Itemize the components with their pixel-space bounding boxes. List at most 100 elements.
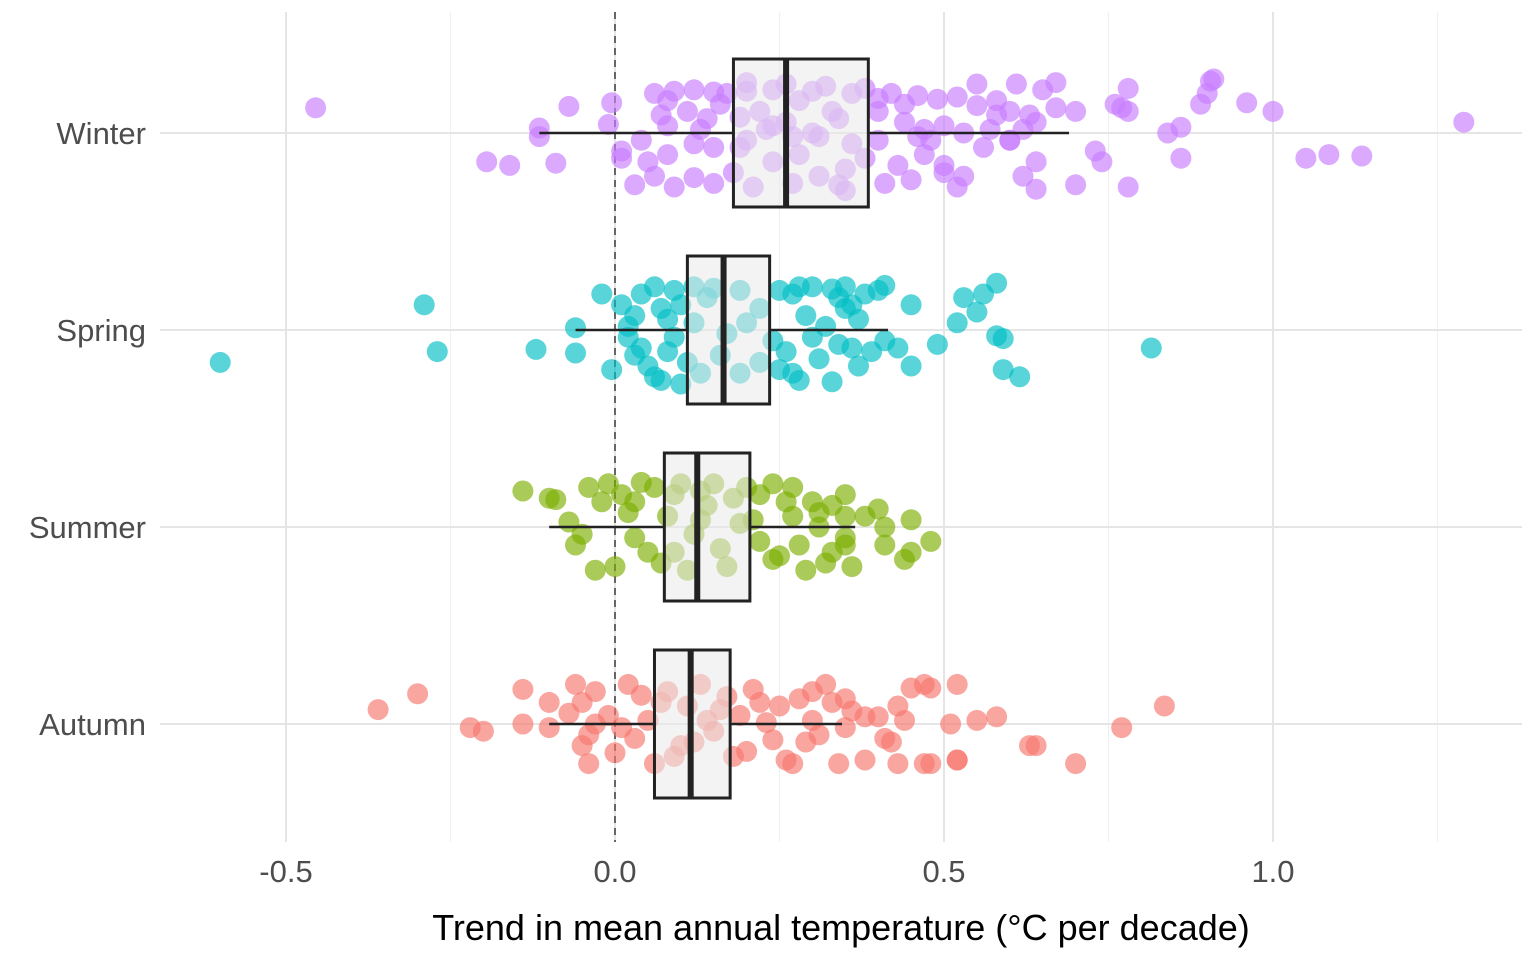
winter-data-point bbox=[1045, 97, 1067, 119]
autumn-data-point bbox=[742, 678, 764, 700]
summer-data-point bbox=[644, 476, 665, 498]
y-tick-labels: Winter Spring Summer Autumn bbox=[29, 116, 146, 742]
spring-data-point bbox=[1009, 366, 1031, 388]
summer-data-point bbox=[834, 505, 856, 527]
winter-data-point bbox=[946, 86, 968, 108]
autumn-data-point bbox=[584, 681, 606, 703]
winter-data-point bbox=[999, 100, 1021, 122]
spring-data-point bbox=[821, 371, 843, 393]
winter-data-point bbox=[1045, 72, 1067, 94]
spring-data-point bbox=[565, 342, 586, 364]
summer-data-point bbox=[782, 505, 804, 527]
spring-data-point bbox=[657, 308, 679, 330]
summer-data-point bbox=[782, 476, 804, 498]
spring-data-point bbox=[601, 359, 623, 381]
summer-data-point bbox=[591, 491, 613, 513]
autumn-data-point bbox=[1111, 717, 1133, 739]
autumn-data-point bbox=[801, 681, 823, 703]
winter-data-point bbox=[676, 100, 698, 122]
winter-data-point bbox=[1170, 116, 1192, 138]
summer-data-point bbox=[545, 489, 567, 511]
autumn-data-point bbox=[880, 731, 902, 753]
autumn-boxplot bbox=[549, 648, 843, 800]
autumn-data-point bbox=[762, 729, 784, 751]
winter-data-point bbox=[637, 151, 659, 173]
jitter-points-layer bbox=[209, 68, 1475, 775]
autumn-data-point bbox=[1153, 695, 1175, 717]
autumn-data-point bbox=[986, 706, 1008, 728]
autumn-data-point bbox=[920, 677, 942, 699]
spring-data-point bbox=[874, 274, 896, 296]
winter-data-point bbox=[966, 73, 988, 95]
spring-data-point bbox=[769, 359, 790, 381]
winter-data-point bbox=[1295, 147, 1317, 169]
autumn-data-point bbox=[940, 713, 962, 735]
summer-data-point bbox=[834, 484, 856, 506]
summer-data-point bbox=[584, 559, 606, 581]
boxplot-layer bbox=[539, 57, 1070, 800]
spring-data-point bbox=[775, 341, 797, 363]
summer-data-point bbox=[749, 530, 771, 552]
winter-data-point bbox=[545, 152, 567, 174]
spring-boxplot bbox=[575, 254, 889, 406]
autumn-data-point bbox=[512, 713, 534, 735]
spring-iqr-box bbox=[685, 254, 772, 406]
x-tick-labels: -0.5 0.0 0.5 1.0 bbox=[259, 854, 1294, 889]
x-tick-label: 0.0 bbox=[593, 854, 636, 889]
autumn-data-point bbox=[782, 753, 804, 775]
winter-data-point bbox=[703, 136, 725, 158]
autumn-data-point bbox=[1065, 753, 1087, 775]
winter-data-point bbox=[874, 172, 896, 194]
winter-data-point bbox=[966, 95, 988, 117]
spring-data-point bbox=[624, 344, 646, 366]
summer-data-point bbox=[900, 541, 922, 563]
spring-data-point bbox=[986, 272, 1008, 294]
spring-data-point bbox=[834, 276, 856, 298]
summer-data-point bbox=[788, 534, 810, 556]
summer-data-point bbox=[624, 527, 646, 549]
winter-data-point bbox=[305, 97, 327, 119]
y-tick-label-winter: Winter bbox=[56, 116, 146, 151]
winter-data-point bbox=[1170, 147, 1192, 169]
spring-data-point bbox=[801, 276, 823, 298]
summer-boxplot bbox=[549, 451, 856, 603]
autumn-data-point bbox=[867, 706, 889, 728]
summer-data-point bbox=[874, 534, 896, 556]
winter-data-point bbox=[1262, 100, 1284, 122]
x-axis-title: Trend in mean annual temperature (°C per… bbox=[432, 907, 1250, 948]
summer-data-point bbox=[604, 556, 626, 578]
autumn-data-point bbox=[834, 717, 856, 739]
winter-data-point bbox=[709, 93, 731, 115]
spring-data-point bbox=[966, 301, 988, 323]
winter-data-point bbox=[624, 174, 646, 196]
spring-data-point bbox=[426, 341, 448, 363]
winter-data-point bbox=[601, 92, 623, 114]
winter-data-point bbox=[499, 154, 521, 176]
summer-data-point bbox=[762, 473, 784, 495]
autumn-data-point bbox=[887, 753, 909, 775]
winter-data-point bbox=[1117, 176, 1139, 198]
spring-data-point bbox=[650, 369, 672, 391]
winter-data-point bbox=[558, 95, 580, 117]
spring-data-point bbox=[663, 279, 685, 301]
summer-iqr-box bbox=[662, 451, 752, 603]
y-tick-label-summer: Summer bbox=[29, 510, 146, 545]
winter-data-point bbox=[528, 126, 550, 148]
spring-data-point bbox=[591, 283, 613, 305]
winter-data-point bbox=[611, 147, 633, 169]
winter-data-point bbox=[657, 115, 679, 137]
summer-data-point bbox=[867, 498, 889, 520]
spring-data-point bbox=[209, 351, 231, 373]
spring-data-point bbox=[926, 333, 948, 355]
x-tick-label: 0.5 bbox=[922, 854, 965, 889]
winter-data-point bbox=[1351, 145, 1373, 167]
spring-data-point bbox=[848, 355, 869, 377]
spring-data-point bbox=[565, 317, 586, 339]
autumn-data-point bbox=[407, 683, 429, 705]
summer-data-point bbox=[637, 541, 659, 563]
spring-data-point bbox=[992, 359, 1014, 381]
spring-data-point bbox=[1140, 337, 1162, 359]
winter-data-point bbox=[1318, 144, 1340, 166]
x-tick-label: -0.5 bbox=[259, 854, 312, 889]
autumn-data-point bbox=[828, 753, 850, 775]
